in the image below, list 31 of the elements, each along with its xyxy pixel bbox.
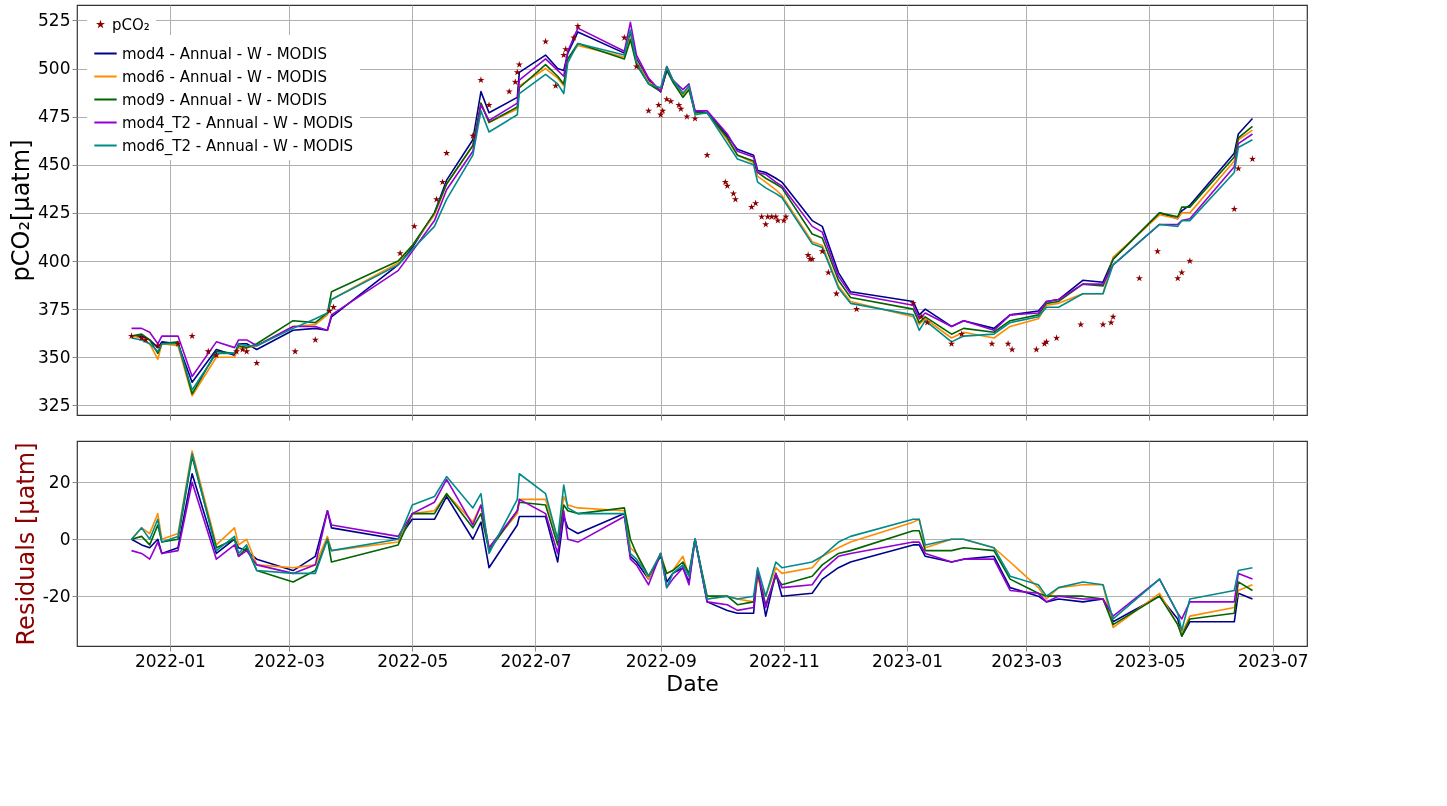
y-tick-label: 0: [59, 528, 71, 549]
x-tick-label: 2022-09: [625, 650, 697, 671]
legend-label: mod9 - Annual - W - MODIS: [122, 90, 327, 109]
y-tick-label: 425: [38, 202, 71, 223]
y-tick-label: -20: [42, 585, 71, 606]
legend-label: mod6_T2 - Annual - W - MODIS: [122, 136, 354, 156]
y-tick-label: 525: [38, 9, 71, 30]
y-axis-title: Residuals [μatm]: [11, 442, 40, 646]
y-tick-label: 400: [38, 250, 71, 271]
x-tick-label: 2022-03: [254, 650, 326, 671]
x-tick-label: 2023-03: [991, 650, 1063, 671]
y-tick-label: 475: [38, 106, 71, 127]
y-tick-label: 450: [38, 154, 71, 175]
y-tick-label: 325: [38, 394, 71, 415]
legend-label: mod6 - Annual - W - MODIS: [122, 67, 327, 86]
y-tick-label: 375: [38, 298, 71, 319]
x-tick-label: 2022-05: [377, 650, 449, 671]
y-tick-label: 20: [48, 471, 71, 492]
y-axis-title: pCO₂[μatm]: [7, 139, 36, 282]
x-tick-label: 2023-05: [1114, 650, 1186, 671]
legend-label: mod4 - Annual - W - MODIS: [122, 44, 327, 63]
x-tick-label: 2022-07: [500, 650, 572, 671]
x-tick-label: 2022-11: [748, 650, 820, 671]
y-tick-label: 350: [38, 346, 71, 367]
legend-label: pCO₂: [112, 15, 150, 34]
y-tick-label: 500: [38, 58, 71, 79]
x-tick-label: 2023-07: [1237, 650, 1309, 671]
x-axis-title: Date: [666, 670, 719, 696]
x-tick-label: 2022-01: [134, 650, 206, 671]
legend-label: mod4_T2 - Annual - W - MODIS: [122, 113, 354, 133]
x-tick-label: 2023-01: [872, 650, 944, 671]
